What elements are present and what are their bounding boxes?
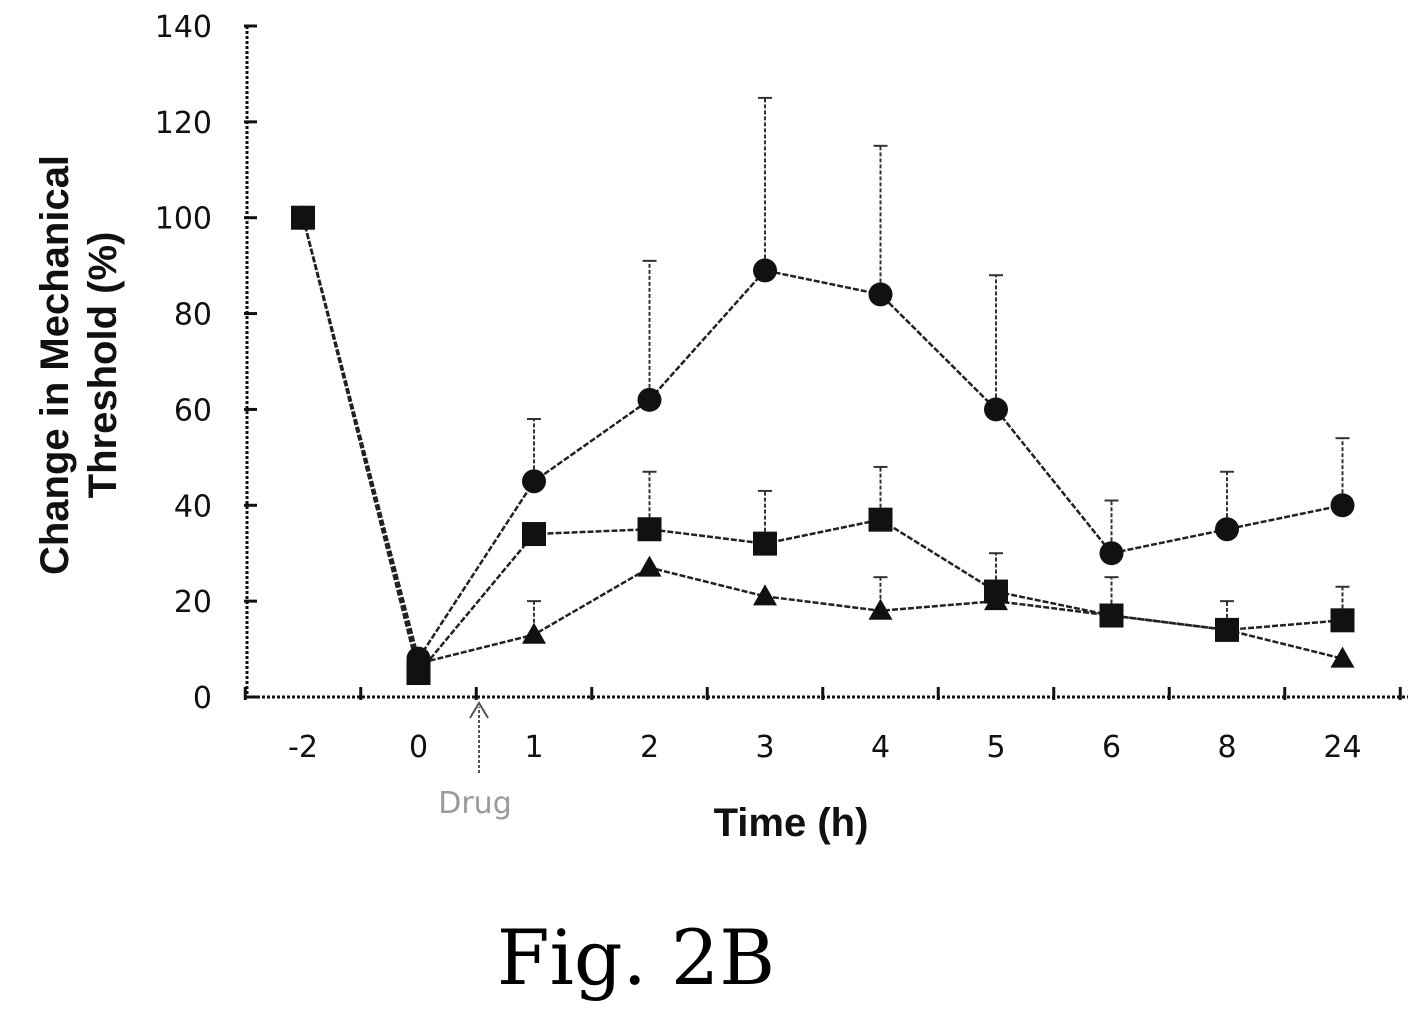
point-square (984, 579, 1008, 604)
y-ticks: 0 20 40 60 80 100 120 140 (155, 10, 257, 716)
y-tick-label: 40 (174, 489, 212, 524)
point-circle (1099, 541, 1124, 566)
point-square (637, 517, 662, 542)
y-tick-label: 20 (174, 585, 212, 620)
markers (291, 205, 1355, 686)
point-circle (522, 469, 546, 494)
point-square (753, 531, 777, 556)
drug-annotation: Drug (438, 701, 512, 821)
y-tick-label: 100 (155, 202, 212, 237)
y-axis-title: Change in Mechanical Threshold (%) (33, 155, 125, 575)
x-tick-label: 2 (640, 730, 659, 765)
point-circle (753, 258, 777, 283)
figure-caption: Fig. 2B (497, 913, 775, 1002)
x-tick-label: 4 (871, 730, 890, 765)
drug-arrow-head (469, 701, 489, 719)
x-tick-label: 24 (1323, 730, 1361, 765)
point-circle (1330, 493, 1355, 518)
x-tick-label: -2 (288, 730, 318, 765)
point-square (291, 205, 315, 230)
x-tick-label: 0 (409, 730, 428, 765)
plot-area: 0 20 40 60 80 100 120 140 -2 0 1 2 3 4 5 6 8 24 (155, 10, 1408, 765)
point-square (1330, 608, 1355, 633)
point-triangle (753, 584, 777, 606)
drug-label: Drug (438, 786, 512, 821)
y-tick-label: 140 (155, 10, 212, 45)
y-axis-title-line-2: Threshold (%) (81, 232, 125, 499)
point-triangle (868, 598, 893, 620)
x-axis-title: Time (h) (714, 801, 869, 845)
x-tick-label: 6 (1102, 730, 1121, 765)
point-square (1099, 603, 1124, 628)
point-square (868, 507, 893, 532)
x-ticks: -2 0 1 2 3 4 5 6 8 24 (243, 687, 1402, 765)
y-tick-label: 80 (174, 298, 212, 333)
series-line-circle (301, 217, 1343, 662)
point-square (522, 522, 546, 547)
x-tick-label: 3 (755, 730, 774, 765)
y-tick-label: 60 (174, 393, 212, 428)
point-circle (984, 397, 1008, 422)
x-tick-label: 1 (524, 730, 543, 765)
point-triangle (1330, 646, 1355, 668)
point-square (1215, 617, 1239, 642)
x-tick-label: 8 (1217, 730, 1236, 765)
y-tick-label: 0 (193, 681, 212, 716)
point-square (406, 661, 431, 686)
series-line-square (301, 217, 1343, 676)
y-tick-label: 120 (155, 106, 212, 141)
series-lines (301, 217, 1343, 676)
point-triangle (637, 555, 662, 577)
point-circle (637, 387, 662, 412)
point-triangle (522, 622, 546, 644)
x-tick-label: 5 (986, 730, 1005, 765)
series-line-triangle (301, 217, 1343, 665)
y-axis-title-line-1: Change in Mechanical (33, 155, 77, 575)
point-circle (868, 282, 893, 307)
point-circle (1215, 517, 1239, 542)
